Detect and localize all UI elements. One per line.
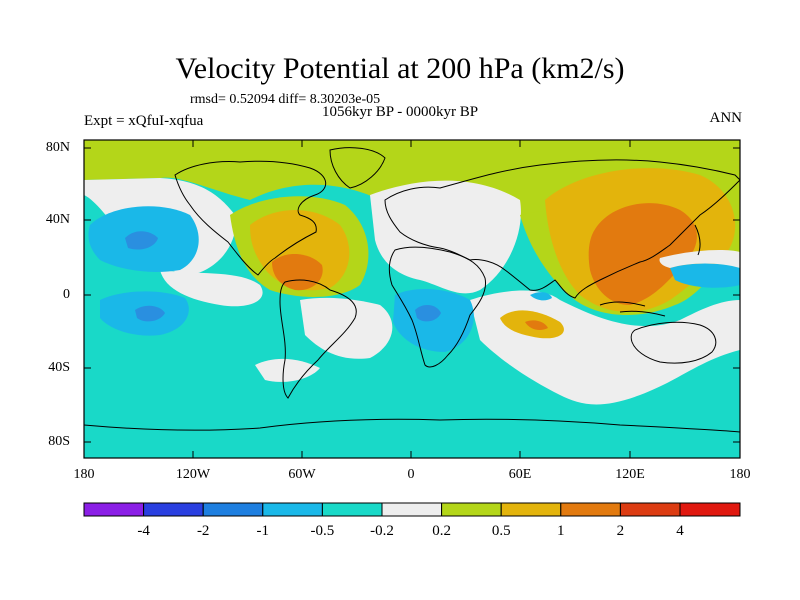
colorbar-swatch-3 — [202, 502, 264, 517]
lat-label-80n: 80N — [45, 140, 70, 155]
region-neg-pac-n-core — [125, 231, 158, 250]
lat-label-eq: 0 — [63, 287, 70, 302]
region-north-band — [84, 140, 740, 270]
colorbar-label: 2 — [616, 523, 625, 539]
coast-indonesia — [599, 301, 666, 317]
map-frame — [83, 139, 741, 459]
stats-text: rmsd= 0.52094 diff= 8.30203e-05 — [190, 92, 381, 107]
lon-label-120w: 120W — [175, 467, 211, 482]
region-neg-ind-small — [530, 292, 552, 301]
lon-label-60w: 60W — [288, 467, 316, 482]
region-neg-wpac — [670, 263, 740, 288]
colorbar-label: 4 — [676, 523, 684, 539]
colorbar-label: -2 — [196, 523, 210, 539]
colorbar-swatch-6 — [381, 502, 443, 517]
lon-label-180w: 180 — [73, 467, 95, 482]
coast-australia — [630, 321, 717, 364]
lat-label-40n: 40N — [45, 212, 70, 227]
colorbar-label: -0.5 — [310, 523, 335, 539]
coast-antarctica — [84, 418, 740, 433]
colorbar-label: -0.2 — [370, 523, 394, 539]
period-text: 1056kyr BP - 0000kyr BP — [322, 104, 479, 120]
colorbar-swatch-1 — [83, 502, 145, 517]
colorbar-swatch-9 — [560, 502, 621, 517]
season-label: ANN — [709, 110, 743, 126]
region-pos-asia-strong — [588, 203, 697, 305]
contour-field — [84, 140, 740, 458]
region-neutral-wpac — [659, 250, 740, 268]
region-neg-pac-s-core — [135, 305, 165, 322]
coast-south-america — [279, 279, 357, 399]
colorbar-label: 0.5 — [491, 523, 511, 539]
colorbar-label: 0.2 — [432, 523, 451, 539]
colorbar — [83, 502, 741, 517]
region-pos-indian-strong — [525, 320, 548, 330]
colorbar-swatch-7 — [441, 502, 502, 517]
coast-greenland — [329, 147, 386, 189]
region-neutral-sa — [300, 297, 393, 359]
lon-label-60e: 60E — [508, 467, 532, 482]
lat-label-80s: 80S — [48, 434, 70, 449]
lon-label-0: 0 — [407, 467, 415, 482]
colorbar-swatch-4 — [262, 502, 323, 517]
colorbar-swatch-2 — [143, 502, 204, 517]
coastlines — [84, 147, 740, 433]
region-neutral-spac — [255, 358, 320, 382]
region-neutral-atl — [370, 180, 521, 294]
region-neg-africa — [393, 288, 474, 352]
colorbar-label: -1 — [256, 523, 270, 539]
lat-label-40s: 40S — [48, 360, 70, 375]
region-neutral-pac — [160, 270, 263, 307]
lon-label-120e: 120E — [615, 467, 645, 482]
region-neg-africa-core — [415, 304, 441, 322]
colorbar-label: 1 — [557, 523, 565, 539]
colorbar-swatch-10 — [619, 502, 681, 517]
axis-ticks — [84, 140, 740, 458]
coast-north-america — [174, 160, 327, 276]
colorbar-label: -4 — [137, 523, 150, 539]
colorbar-swatch-5 — [321, 502, 383, 517]
lon-label-180e: 180 — [729, 467, 751, 482]
experiment-label: Expt = xQfuI-xqfua — [84, 113, 204, 129]
chart-title: Velocity Potential at 200 hPa (km2/s) — [175, 52, 625, 85]
coast-africa — [388, 246, 487, 368]
coast-japan — [694, 224, 701, 256]
colorbar-swatch-11 — [679, 502, 741, 517]
colorbar-swatch-8 — [500, 502, 562, 517]
